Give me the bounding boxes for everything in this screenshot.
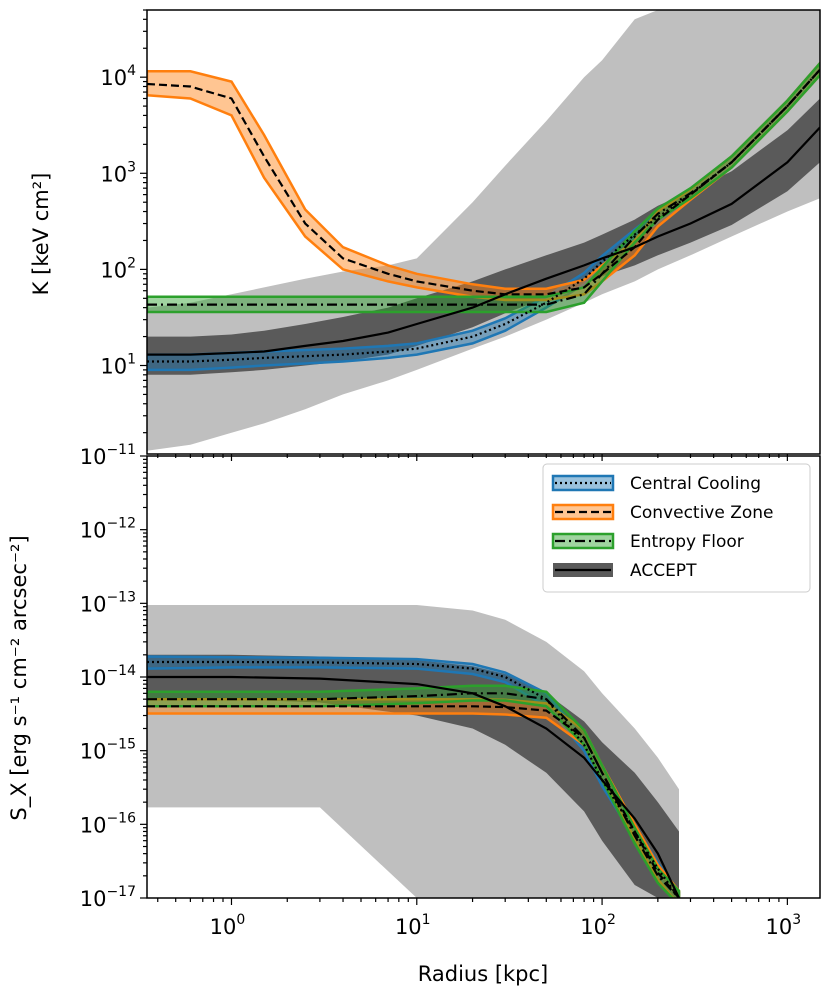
bottom-convective-zone-band xyxy=(147,697,681,898)
x-axis-label: Radius [kpc] xyxy=(418,962,549,986)
top-y-axis-label: K [keV cm²] xyxy=(29,173,53,296)
axes-ticks: 101 102 103 104 10−11 10−12 10−13 10−14 10−15 10−… xyxy=(80,9,802,939)
top-convective-zone-band xyxy=(147,61,820,302)
x-tick-label: 101 xyxy=(395,912,431,939)
legend-swatch-central-cooling xyxy=(551,474,615,492)
bottom-panel-plot-area xyxy=(147,605,681,898)
top-y-tick-label: 101 xyxy=(100,352,136,379)
legend-swatch-accept xyxy=(553,563,613,577)
legend-label-accept: ACCEPT xyxy=(630,561,697,581)
bottom-y-tick-label: 10−14 xyxy=(80,663,136,690)
top-entropy-floor-line xyxy=(147,68,820,306)
legend-label-convective-zone: Convective Zone xyxy=(630,503,774,523)
legend-swatch-convective-zone xyxy=(551,503,615,521)
bottom-y-tick-label: 10−16 xyxy=(80,810,136,837)
x-tick-label: 102 xyxy=(580,912,616,939)
top-y-tick-label: 104 xyxy=(100,63,136,90)
top-entropy-floor-band xyxy=(147,61,820,314)
bottom-accept-line xyxy=(147,675,680,898)
bottom-y-axis-label: S_X [erg s⁻¹ cm⁻² arcsec⁻²] xyxy=(7,535,32,820)
bottom-entropy-floor-band xyxy=(147,684,681,898)
legend: Central Cooling Convective Zone Entropy Fl… xyxy=(542,463,811,593)
bottom-convective-zone-line xyxy=(147,705,680,898)
top-central-cooling-band xyxy=(147,61,820,372)
bottom-y-tick-label: 10−13 xyxy=(80,589,136,616)
legend-label-central-cooling: Central Cooling xyxy=(630,474,761,494)
legend-swatch-entropy-floor xyxy=(551,532,615,550)
legend-box xyxy=(542,463,811,593)
legend-label-entropy-floor: Entropy Floor xyxy=(630,532,744,552)
bottom-y-tick-label: 10−11 xyxy=(80,442,136,469)
top-y-tick-label: 102 xyxy=(100,255,136,282)
top-panel-frame xyxy=(146,9,821,455)
bottom-y-tick-label: 10−15 xyxy=(80,737,136,764)
bottom-y-tick-label: 10−12 xyxy=(80,516,136,543)
x-tick-label: 100 xyxy=(210,912,246,939)
top-accept-line xyxy=(147,126,820,356)
top-y-tick-label: 103 xyxy=(100,159,136,186)
top-accept-inner-band xyxy=(147,98,820,375)
top-panel-plot-area xyxy=(147,10,820,451)
bottom-accept-inner-band xyxy=(147,654,679,898)
bottom-central-cooling-band xyxy=(147,655,681,898)
bottom-y-tick-label: 10−17 xyxy=(80,884,136,911)
x-tick-label: 103 xyxy=(766,912,802,939)
